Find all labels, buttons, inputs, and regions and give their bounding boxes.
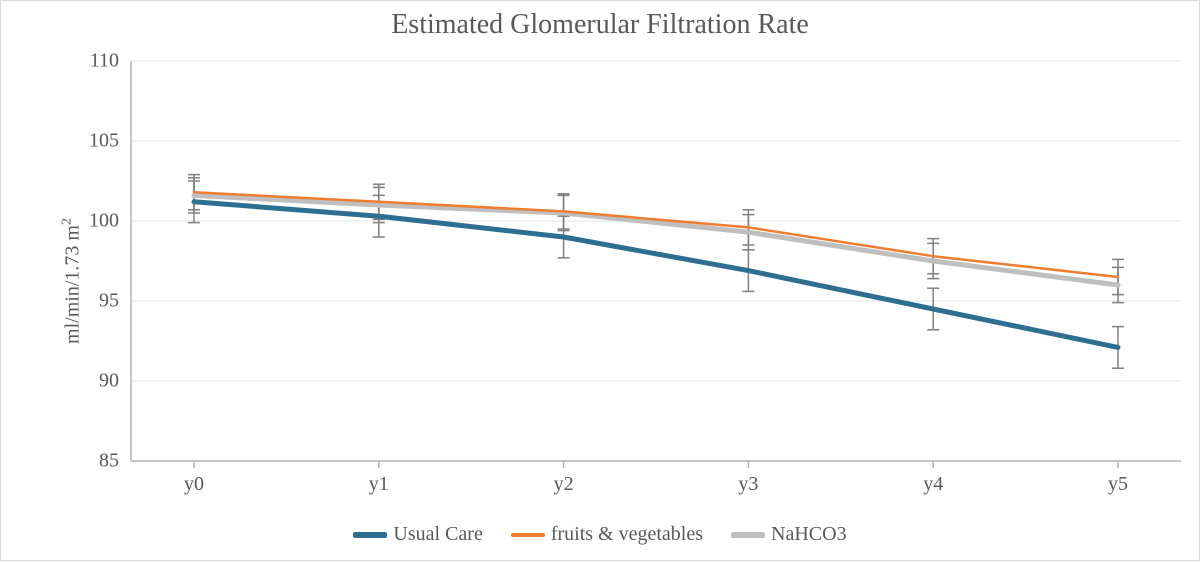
legend-swatch (353, 532, 387, 538)
legend-label: NaHCO3 (771, 523, 847, 546)
legend-item: fruits & vegetables (511, 523, 703, 546)
plot-area (1, 1, 1200, 562)
legend-label: fruits & vegetables (551, 523, 703, 546)
y-tick-label: 90 (99, 370, 119, 393)
y-tick-label: 95 (99, 290, 119, 313)
x-tick-label: y0 (184, 473, 204, 496)
y-tick-label: 110 (90, 50, 119, 73)
y-tick-label: 100 (89, 210, 119, 233)
legend-swatch (731, 532, 765, 538)
legend-swatch (511, 533, 545, 537)
legend-item: Usual Care (353, 523, 482, 546)
y-tick-label: 105 (89, 130, 119, 153)
x-tick-label: y5 (1108, 473, 1128, 496)
legend-item: NaHCO3 (731, 523, 847, 546)
legend-label: Usual Care (393, 523, 482, 546)
x-tick-label: y4 (923, 473, 943, 496)
x-tick-label: y3 (738, 473, 758, 496)
chart-container: Estimated Glomerular Filtration Rate ml/… (0, 0, 1200, 561)
x-tick-label: y2 (554, 473, 574, 496)
x-tick-label: y1 (369, 473, 389, 496)
legend: Usual Care fruits & vegetables NaHCO3 (1, 523, 1199, 546)
y-tick-label: 85 (99, 450, 119, 473)
